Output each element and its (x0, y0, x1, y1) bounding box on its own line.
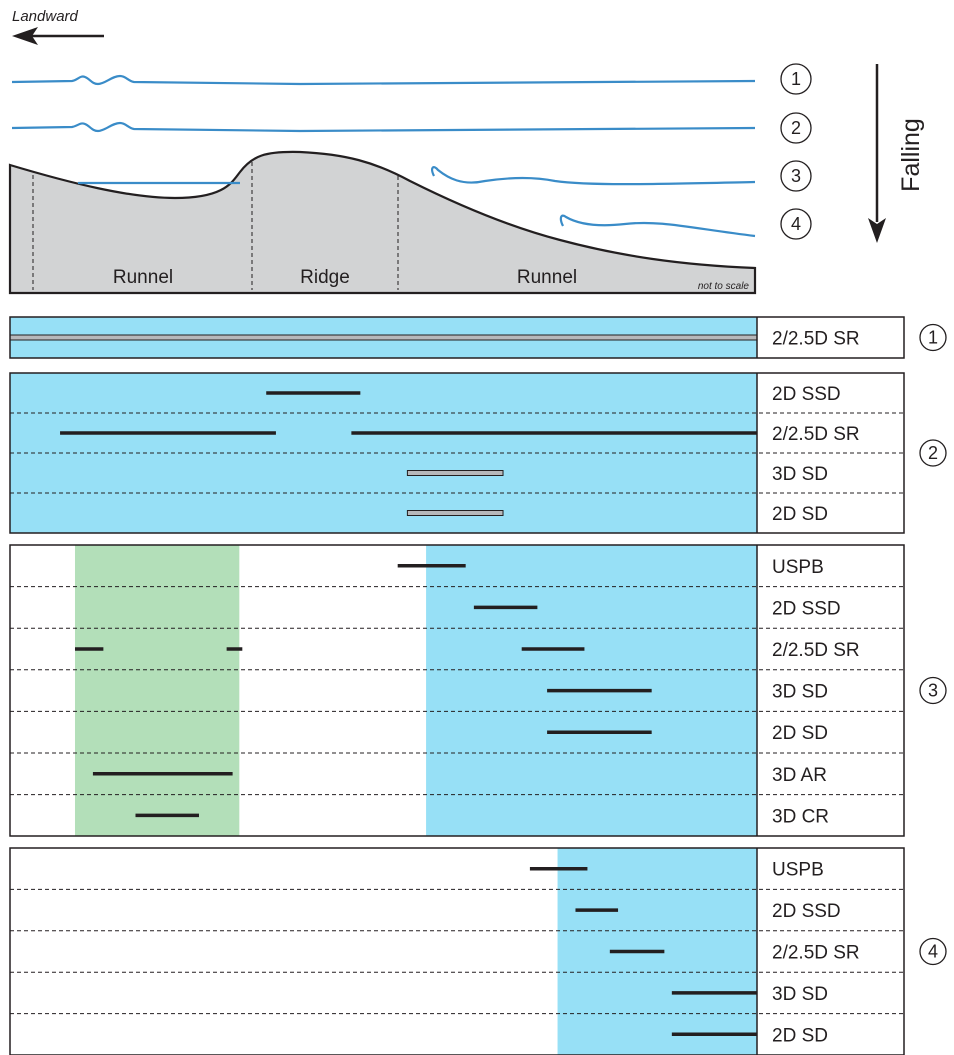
stage-marker-number: 4 (791, 214, 801, 234)
water-level-3-shore-line (431, 166, 756, 186)
panel-stage-number: 3 (928, 681, 938, 701)
process-label: 2/2.5D SR (772, 640, 860, 661)
water-level-2-line (11, 121, 756, 133)
process-label: 2/2.5D SR (772, 424, 860, 445)
cross-section-schematic: Landward Runnel Ridge Runnel not to scal… (8, 8, 925, 295)
zone-label-ridge: Ridge (300, 267, 350, 288)
stage-marker-number: 3 (791, 166, 801, 186)
process-label: 2D SSD (772, 384, 841, 405)
water-level-1-line (11, 74, 756, 86)
process-label: USPB (772, 860, 824, 881)
process-label: 2D SSD (772, 598, 841, 619)
panel-stage-number: 2 (928, 443, 938, 463)
panel-border (9, 544, 905, 837)
stage-marker-circle (780, 63, 812, 95)
stage-marker-circle (780, 160, 812, 192)
occurrence-bar (9, 334, 758, 341)
panel-stage-marker (919, 439, 947, 467)
process-label: 3D AR (772, 765, 827, 786)
water-level-4-line (559, 214, 756, 238)
stage-marker-number: 2 (791, 118, 801, 138)
stage-panel-3: USPB 2D SSD 2/2.5D SR 3D SD 2D SD 3D AR 3D CR 3 (9, 544, 947, 837)
landward-arrow-icon (12, 27, 104, 45)
panel-border (9, 316, 905, 359)
stage-panel-1: 2/2.5D SR 1 (9, 316, 947, 359)
landward-label: Landward (12, 8, 79, 25)
process-label: 2D SD (772, 504, 828, 525)
panel-stage-marker (919, 937, 947, 966)
stage-marker-circle (780, 112, 812, 144)
process-label: 3D CR (772, 806, 829, 827)
falling-arrow-icon (868, 64, 886, 243)
process-label: 2D SSD (772, 901, 841, 922)
process-label: 2/2.5D SR (772, 943, 860, 964)
process-label: 2/2.5D SR (772, 329, 860, 350)
falling-label: Falling (897, 118, 925, 192)
panel-border (9, 847, 905, 1055)
stage-panel-2: 2D SSD 2/2.5D SR 3D SD 2D SD 2 (9, 372, 947, 534)
panel-stage-marker (919, 676, 947, 705)
panel-stage-number: 4 (928, 942, 938, 962)
stage-markers: 1 2 3 4 (780, 63, 812, 240)
process-label: USPB (772, 557, 824, 578)
process-label: 2D SD (772, 1025, 828, 1046)
zone-label-runnel-landward: Runnel (113, 267, 173, 288)
occurrence-bar (406, 470, 504, 476)
scale-note: not to scale (698, 281, 750, 292)
panel-border (9, 372, 905, 534)
panel-stage-number: 1 (928, 328, 938, 348)
process-label: 3D SD (772, 682, 828, 703)
process-label: 3D SD (772, 464, 828, 485)
stage-panels: 2/2.5D SR 1 2D SSD 2/2.5D SR 3D SD 2D SD 2 USPB… (9, 316, 947, 1055)
zone-label-runnel-seaward: Runnel (517, 267, 577, 288)
zone-fill (74, 545, 240, 836)
process-label: 3D SD (772, 984, 828, 1005)
process-label: 2D SD (772, 723, 828, 744)
stage-panel-4: USPB 2D SSD 2/2.5D SR 3D SD 2D SD 4 (9, 847, 947, 1055)
occurrence-bar (406, 510, 504, 516)
stage-marker-number: 1 (791, 69, 801, 89)
beach-profile (8, 150, 757, 295)
stage-marker-circle (780, 208, 812, 240)
panel-stage-marker (919, 323, 947, 352)
